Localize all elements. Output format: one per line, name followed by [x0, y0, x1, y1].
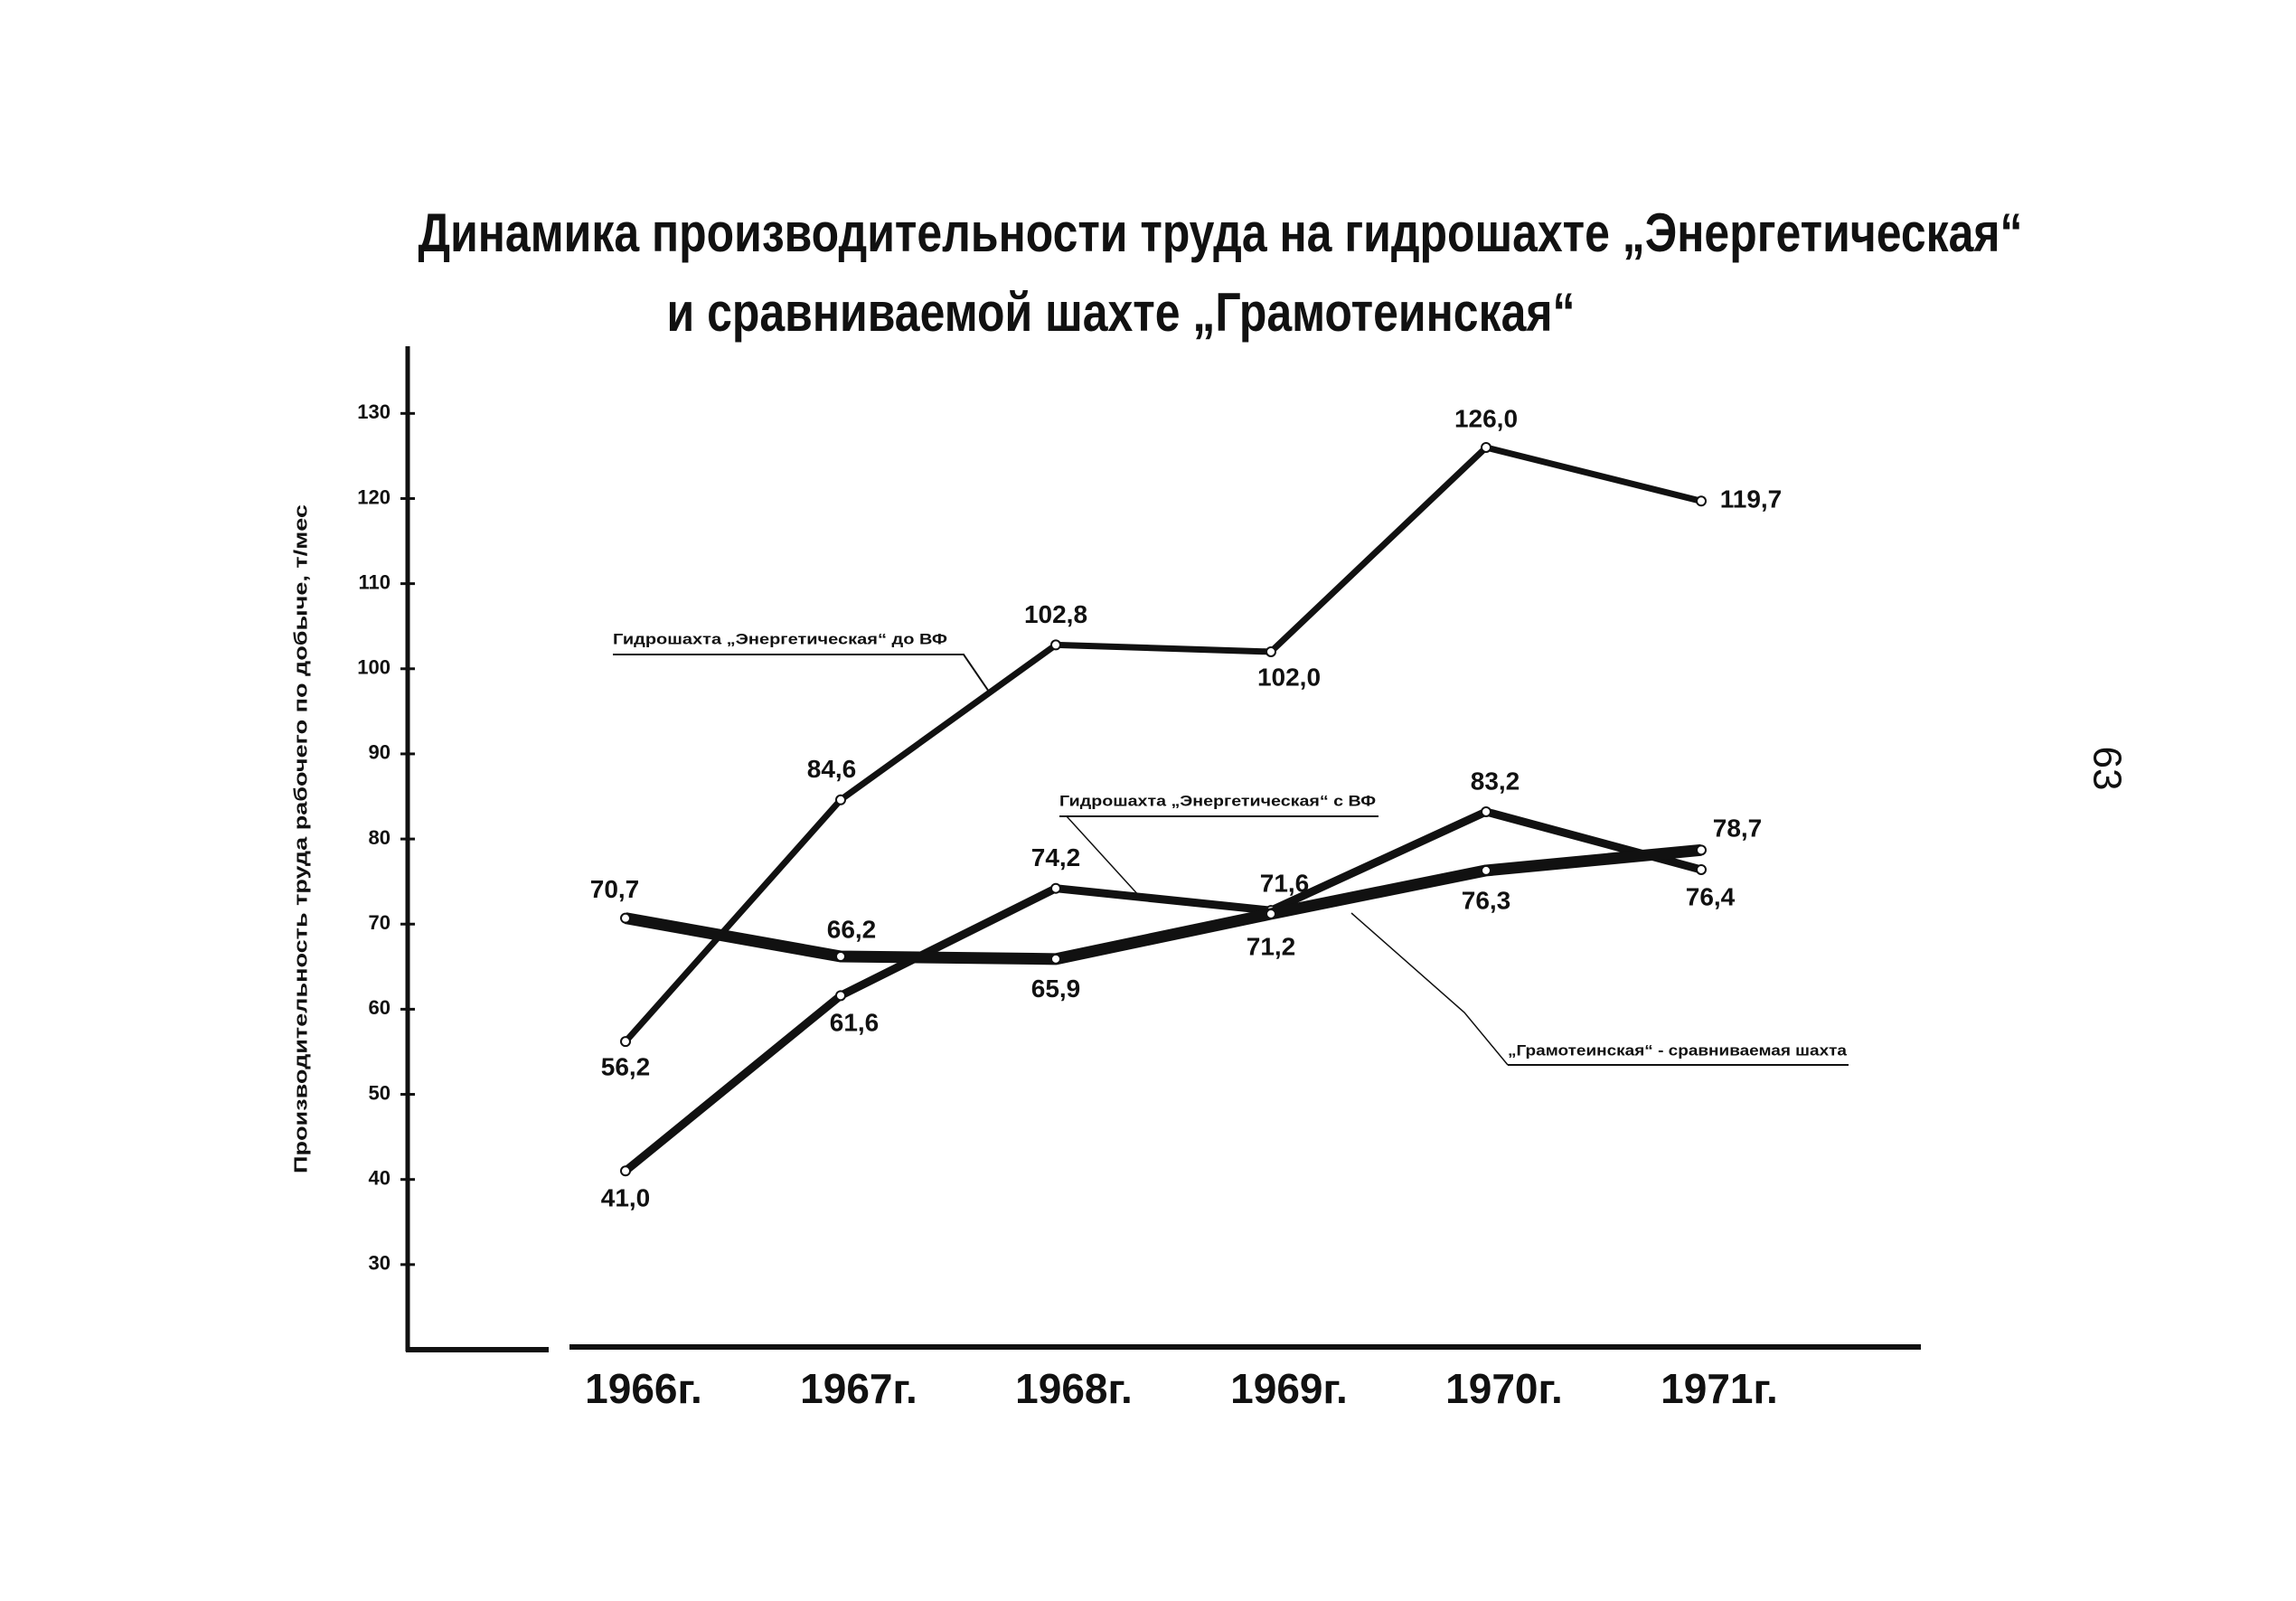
y-tick-label: 80 — [369, 826, 391, 849]
data-label: 76,4 — [1686, 882, 1736, 910]
legend-leader — [1066, 815, 1142, 899]
line — [624, 843, 1702, 965]
legend-label: Гидрошахта „Энергетическая“ до ВФ — [613, 630, 947, 647]
point — [620, 1036, 631, 1048]
point — [1266, 645, 1276, 657]
legend-label: Гидрошахта „Энергетическая“ с ВФ — [1059, 792, 1376, 809]
point — [835, 951, 846, 963]
data-label: 119,7 — [1720, 485, 1783, 513]
y-tick-label: 60 — [369, 996, 391, 1019]
data-label: 66,2 — [827, 915, 877, 943]
x-tick-label: 1969г. — [1230, 1365, 1348, 1412]
line — [623, 444, 1702, 1044]
point — [620, 912, 631, 924]
point — [1696, 863, 1707, 875]
chart-title: Динамика производительности труда на гид… — [419, 202, 2023, 263]
point — [1481, 441, 1491, 453]
chart-title: и сравниваемой шахте „Грамотеинская“ — [667, 282, 1576, 343]
y-tick-label: 90 — [369, 741, 391, 764]
y-tick-label: 70 — [369, 911, 391, 934]
x-tick-label: 1966г. — [585, 1365, 702, 1412]
x-tick-label: 1968г. — [1015, 1365, 1133, 1412]
point — [1481, 805, 1491, 817]
point — [835, 990, 846, 1002]
point — [1481, 864, 1491, 876]
point — [1050, 882, 1061, 894]
point — [1050, 953, 1061, 965]
point — [620, 1165, 631, 1177]
data-label: 83,2 — [1471, 767, 1520, 795]
x-tick-label: 1967г. — [800, 1365, 917, 1412]
data-label: 61,6 — [830, 1009, 880, 1037]
point — [1050, 639, 1061, 651]
x-tick-label: 1970г. — [1445, 1365, 1563, 1412]
legend-leader — [1350, 912, 1509, 1066]
data-label: 102,8 — [1024, 600, 1087, 628]
point — [1266, 908, 1276, 919]
data-label: 102,0 — [1257, 663, 1321, 691]
data-label: 71,2 — [1247, 932, 1296, 960]
x-tick-label: 1971г. — [1661, 1365, 1778, 1412]
page-number: 63 — [2084, 747, 2129, 791]
data-label: 65,9 — [1031, 975, 1081, 1003]
y-tick-label: 110 — [359, 570, 391, 593]
data-label: 76,3 — [1462, 886, 1511, 914]
y-tick-label: 40 — [369, 1167, 391, 1190]
y-tick-label: 50 — [369, 1081, 391, 1104]
legend-leader — [613, 654, 990, 692]
data-label: 126,0 — [1454, 404, 1518, 432]
data-label: 70,7 — [590, 875, 640, 903]
legend-label: „Грамотеинская“ - сравниваемая шахта — [1508, 1041, 1848, 1059]
y-axis-label: Производительность труда рабочего по доб… — [291, 504, 311, 1173]
data-label: 74,2 — [1031, 843, 1081, 871]
point — [1696, 844, 1707, 856]
data-label: 71,6 — [1260, 870, 1310, 898]
line — [623, 807, 1703, 1174]
data-label: 84,6 — [807, 755, 857, 783]
point — [1696, 495, 1707, 507]
data-label: 56,2 — [601, 1053, 651, 1081]
data-label: 41,0 — [601, 1184, 651, 1212]
y-tick-label: 30 — [369, 1252, 391, 1275]
y-tick-label: 130 — [357, 400, 391, 423]
y-tick-label: 100 — [357, 656, 391, 679]
point — [835, 794, 846, 805]
data-label: 78,7 — [1713, 815, 1763, 843]
y-tick-label: 120 — [357, 485, 391, 508]
